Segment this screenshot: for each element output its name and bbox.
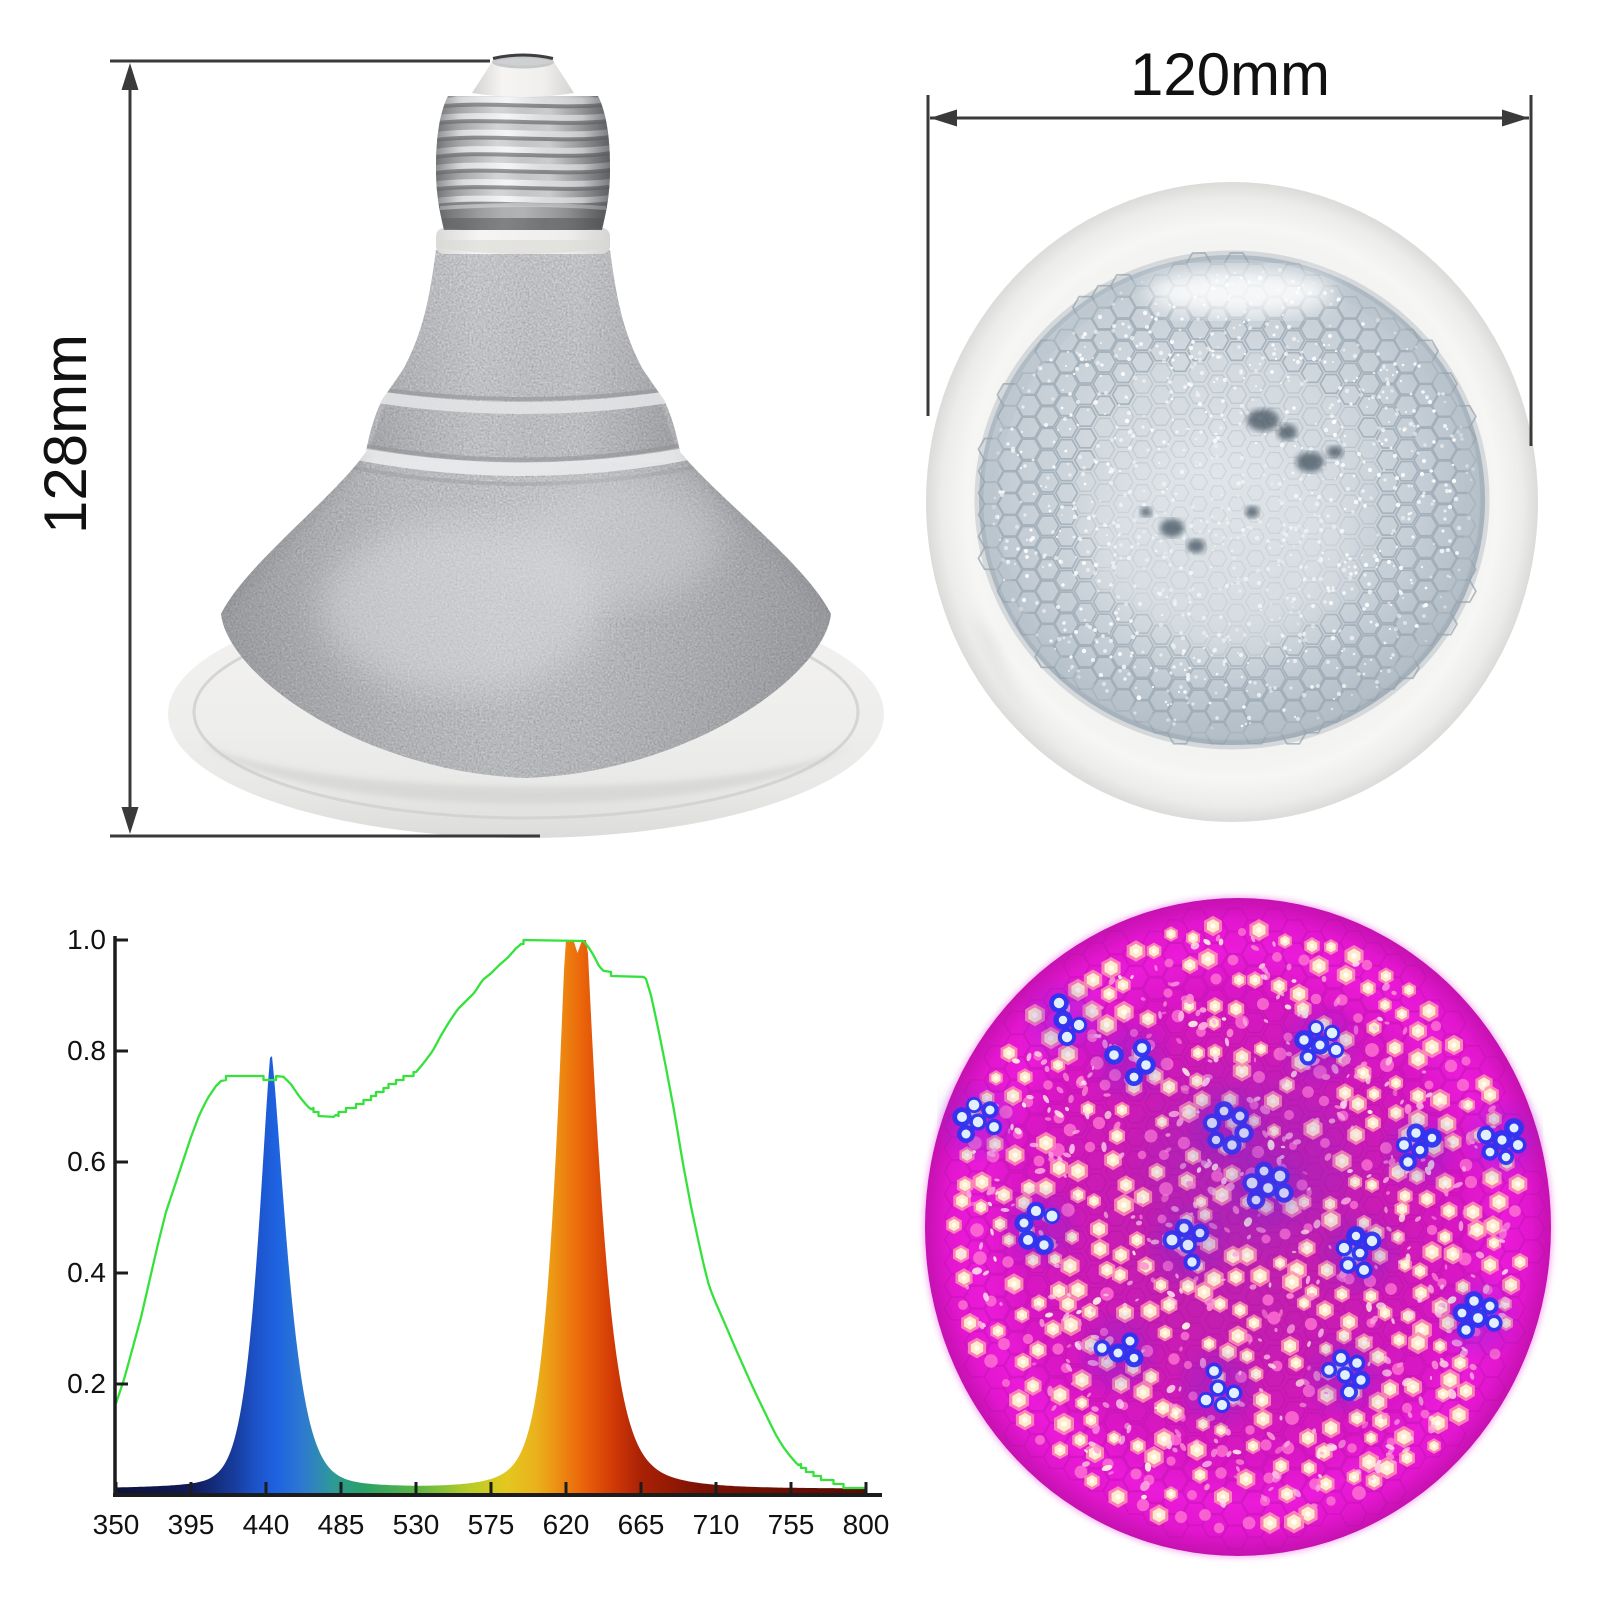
svg-text:620: 620 [543, 1509, 590, 1540]
svg-text:800: 800 [843, 1509, 890, 1540]
svg-text:485: 485 [318, 1509, 365, 1540]
svg-text:710: 710 [693, 1509, 740, 1540]
svg-text:665: 665 [618, 1509, 665, 1540]
svg-text:128mm: 128mm [32, 334, 99, 534]
svg-text:0.4: 0.4 [67, 1257, 106, 1288]
svg-text:755: 755 [768, 1509, 815, 1540]
svg-text:120mm: 120mm [1130, 41, 1330, 108]
svg-text:530: 530 [393, 1509, 440, 1540]
svg-text:0.8: 0.8 [67, 1035, 106, 1066]
svg-text:395: 395 [168, 1509, 215, 1540]
svg-text:1.0: 1.0 [67, 924, 106, 955]
svg-text:0.6: 0.6 [67, 1146, 106, 1177]
svg-text:440: 440 [243, 1509, 290, 1540]
svg-text:350: 350 [93, 1509, 140, 1540]
svg-text:0.2: 0.2 [67, 1368, 106, 1399]
svg-text:575: 575 [468, 1509, 515, 1540]
